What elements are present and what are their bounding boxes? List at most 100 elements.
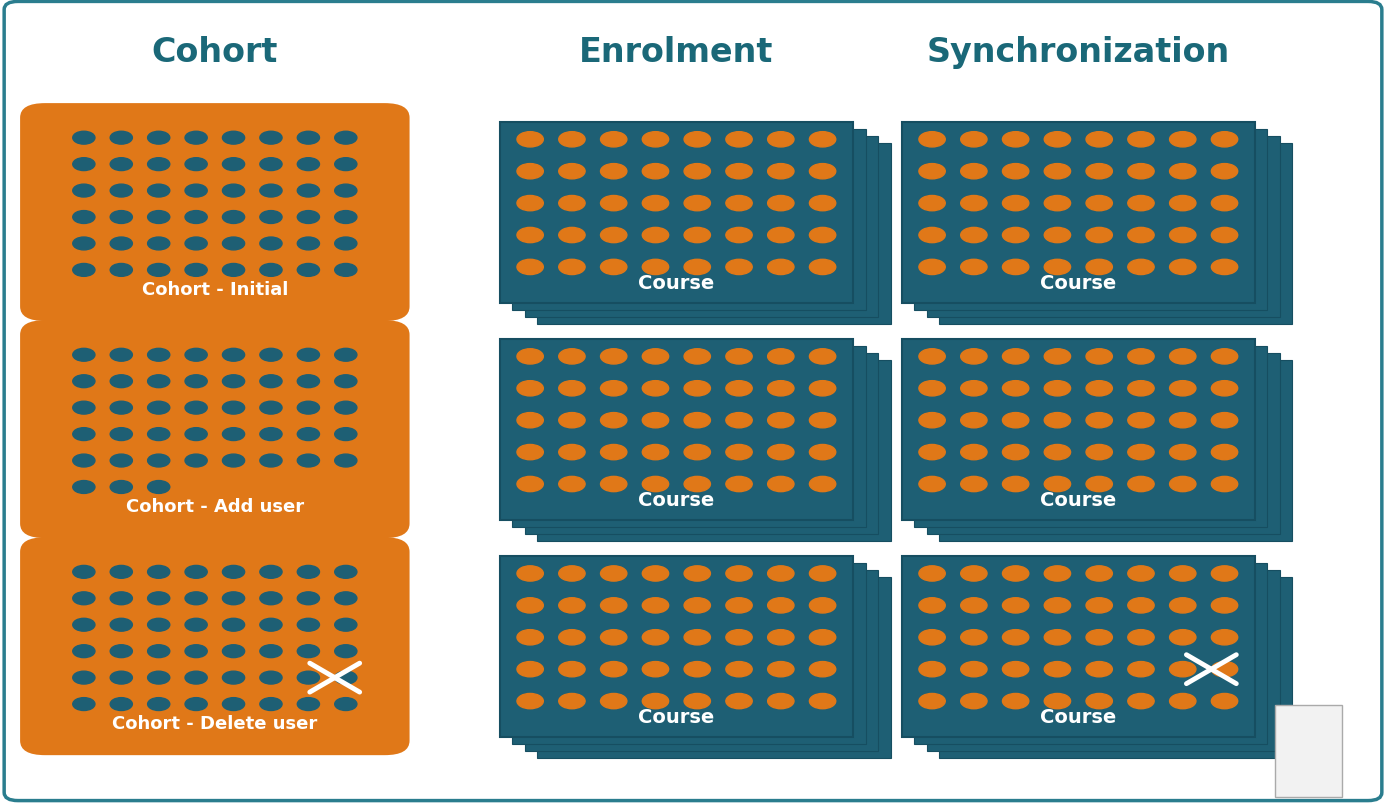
Circle shape: [222, 698, 244, 711]
Bar: [524, 570, 879, 752]
Circle shape: [600, 165, 626, 180]
FancyBboxPatch shape: [21, 320, 410, 538]
FancyBboxPatch shape: [4, 2, 1382, 801]
Circle shape: [1044, 566, 1070, 581]
Circle shape: [147, 211, 169, 224]
Circle shape: [1087, 132, 1113, 148]
Circle shape: [726, 260, 753, 275]
Circle shape: [768, 630, 794, 645]
Circle shape: [297, 132, 319, 145]
FancyBboxPatch shape: [21, 104, 410, 322]
Circle shape: [960, 598, 987, 613]
Circle shape: [222, 618, 244, 631]
Circle shape: [109, 185, 133, 198]
Circle shape: [642, 228, 668, 243]
Circle shape: [109, 264, 133, 277]
Circle shape: [109, 158, 133, 171]
Text: Cohort: Cohort: [151, 35, 279, 69]
Circle shape: [334, 211, 358, 224]
Circle shape: [72, 454, 94, 467]
Circle shape: [109, 211, 133, 224]
Bar: [915, 129, 1268, 311]
Circle shape: [600, 132, 626, 148]
Circle shape: [1044, 228, 1070, 243]
Circle shape: [600, 630, 626, 645]
Circle shape: [184, 158, 207, 171]
Circle shape: [222, 592, 244, 605]
Circle shape: [1128, 132, 1155, 148]
Circle shape: [222, 158, 244, 171]
Circle shape: [919, 381, 945, 397]
Circle shape: [809, 165, 836, 180]
Circle shape: [147, 698, 169, 711]
Circle shape: [184, 211, 207, 224]
Circle shape: [184, 375, 207, 388]
Circle shape: [960, 196, 987, 211]
Circle shape: [259, 158, 283, 171]
Circle shape: [685, 165, 711, 180]
Circle shape: [72, 618, 94, 631]
Text: Enrolment: Enrolment: [579, 35, 773, 69]
Circle shape: [334, 618, 358, 631]
Circle shape: [642, 598, 668, 613]
Circle shape: [1044, 165, 1070, 180]
Circle shape: [1170, 566, 1196, 581]
Bar: [499, 339, 852, 520]
Circle shape: [685, 381, 711, 397]
Circle shape: [1087, 477, 1113, 492]
Circle shape: [109, 565, 133, 578]
Circle shape: [1044, 349, 1070, 365]
Circle shape: [1002, 132, 1028, 148]
FancyBboxPatch shape: [21, 538, 410, 755]
Circle shape: [1170, 413, 1196, 428]
Circle shape: [1002, 630, 1028, 645]
Circle shape: [334, 592, 358, 605]
Circle shape: [72, 645, 94, 658]
Circle shape: [809, 477, 836, 492]
Circle shape: [334, 428, 358, 441]
Circle shape: [768, 566, 794, 581]
Circle shape: [1087, 630, 1113, 645]
Circle shape: [685, 260, 711, 275]
Circle shape: [222, 211, 244, 224]
Circle shape: [809, 228, 836, 243]
Circle shape: [1128, 196, 1155, 211]
Circle shape: [726, 196, 753, 211]
Circle shape: [960, 228, 987, 243]
Text: Synchronization: Synchronization: [927, 35, 1229, 69]
Circle shape: [1087, 566, 1113, 581]
Circle shape: [726, 662, 753, 677]
Circle shape: [334, 158, 358, 171]
Circle shape: [1170, 165, 1196, 180]
Bar: [940, 145, 1293, 325]
Circle shape: [1002, 381, 1028, 397]
Circle shape: [960, 165, 987, 180]
Circle shape: [184, 264, 207, 277]
Circle shape: [517, 381, 543, 397]
Circle shape: [726, 132, 753, 148]
Circle shape: [297, 592, 319, 605]
Text: Course: Course: [1040, 274, 1117, 292]
Circle shape: [600, 477, 626, 492]
Circle shape: [726, 630, 753, 645]
Circle shape: [919, 413, 945, 428]
Circle shape: [919, 694, 945, 709]
Circle shape: [600, 228, 626, 243]
Circle shape: [726, 413, 753, 428]
Circle shape: [1044, 598, 1070, 613]
Circle shape: [1087, 260, 1113, 275]
Circle shape: [72, 185, 94, 198]
Circle shape: [809, 381, 836, 397]
Circle shape: [1087, 349, 1113, 365]
Circle shape: [109, 671, 133, 684]
Circle shape: [1044, 694, 1070, 709]
Circle shape: [1128, 598, 1155, 613]
Circle shape: [222, 645, 244, 658]
Circle shape: [1128, 381, 1155, 397]
Circle shape: [809, 445, 836, 460]
Circle shape: [809, 349, 836, 365]
Circle shape: [147, 402, 169, 414]
Circle shape: [1128, 630, 1155, 645]
Text: Cohort - Add user: Cohort - Add user: [126, 497, 304, 516]
Circle shape: [919, 598, 945, 613]
